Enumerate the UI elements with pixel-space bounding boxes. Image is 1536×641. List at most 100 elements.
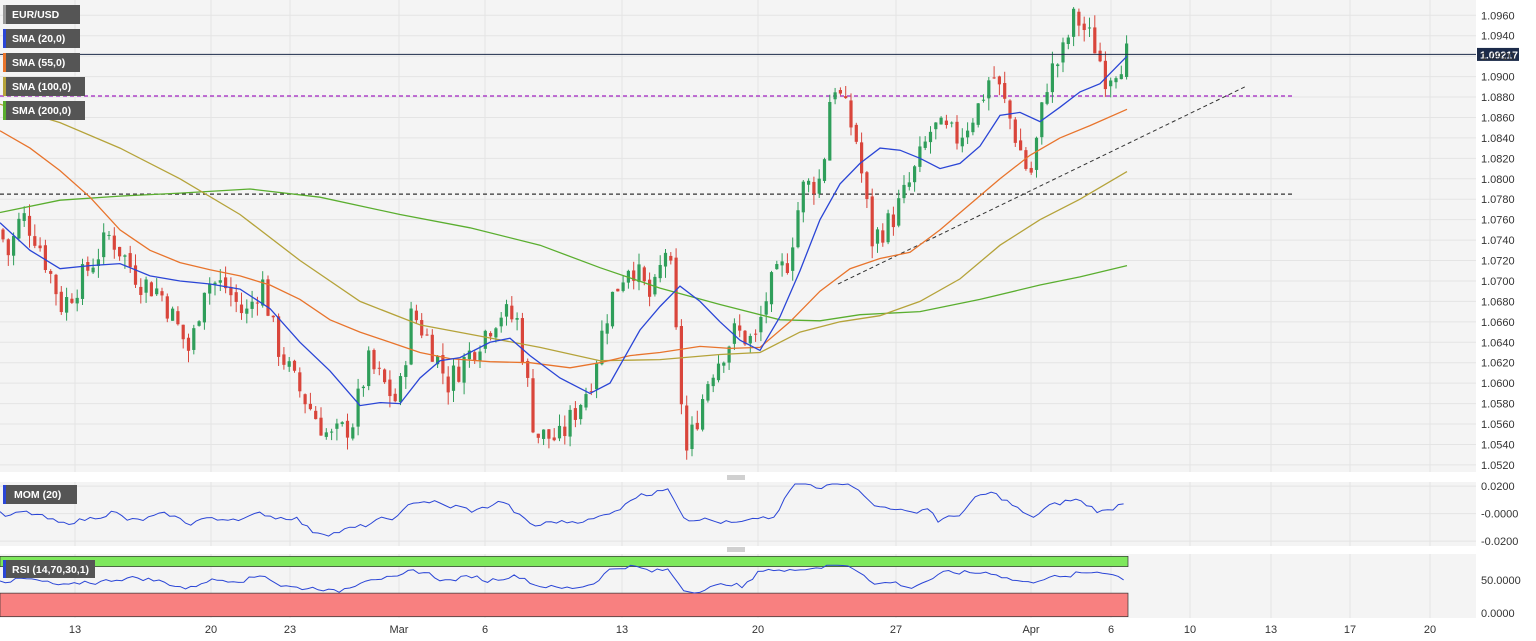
candle-body (865, 172, 869, 200)
legend-item-sma200[interactable]: SMA (200,0) (3, 101, 85, 120)
candle-body (600, 330, 604, 365)
candle-body (1082, 23, 1086, 31)
mom-tick-label: 0.0200 (1481, 481, 1515, 493)
time-tick-label: 17 (1344, 624, 1356, 636)
candle-body (149, 282, 153, 297)
candle-body (595, 363, 599, 390)
candle-body (849, 100, 853, 128)
time-tick-label: Apr (1022, 624, 1039, 636)
candle-body (732, 323, 736, 344)
candle-body (1061, 42, 1065, 63)
sma-20-line (0, 55, 1128, 407)
legend-item-eurusd[interactable]: EUR/USD (3, 5, 80, 24)
resize-handle-rsi[interactable] (727, 547, 745, 552)
rsi-tick-label: 50.0000 (1481, 575, 1521, 587)
price-tick-label: 1.0620 (1481, 358, 1515, 370)
legend-item-mom[interactable]: MOM (20) (3, 485, 77, 504)
candle-body (950, 122, 954, 124)
legend-item-sma20[interactable]: SMA (20,0) (3, 29, 80, 48)
candle-body (176, 311, 180, 325)
candle-body (748, 335, 752, 344)
candle-body (91, 267, 95, 273)
price-tick-label: 1.0680 (1481, 296, 1515, 308)
candle-body (287, 361, 291, 367)
candle-body (960, 137, 964, 147)
legend-label-sma55: SMA (55,0) (12, 57, 65, 69)
candle-body (610, 291, 615, 327)
candle-body (12, 235, 16, 256)
candle-body (828, 101, 832, 161)
legend-item-rsi[interactable]: RSI (14,70,30,1) (3, 560, 95, 578)
legend-box-mom[interactable] (3, 485, 77, 504)
price-tick-label: 1.0900 (1481, 72, 1515, 84)
candle-body (457, 366, 461, 382)
legend-box-sma20[interactable] (3, 29, 80, 48)
candle-body (1103, 60, 1107, 90)
candle-body (181, 324, 185, 340)
candle-body (383, 369, 387, 383)
candle-body (224, 277, 228, 289)
candle-body (388, 379, 392, 397)
candle-body (520, 318, 524, 363)
candle-body (891, 214, 895, 228)
legend-box-sma55[interactable] (3, 53, 80, 72)
price-tick-label: 1.0780 (1481, 194, 1515, 206)
candle-body (992, 77, 996, 79)
panel-resize-handles[interactable] (727, 475, 745, 552)
candle-body (526, 360, 530, 378)
candle-body (510, 305, 514, 320)
resize-handle-mom[interactable] (727, 475, 745, 480)
candle-body (563, 426, 567, 437)
legend-box-rsi[interactable] (3, 560, 95, 578)
candle-body (557, 425, 562, 439)
candle-body (494, 328, 498, 338)
price-tick-label: 1.0600 (1481, 378, 1515, 390)
candle-body (441, 355, 445, 374)
candle-body (759, 316, 763, 333)
legend-box-sma200[interactable] (3, 101, 85, 120)
candle-body (1093, 27, 1097, 54)
candle-body (324, 432, 328, 437)
grid (0, 0, 1476, 618)
price-tick-label: 1.0860 (1481, 112, 1515, 124)
candle-body (70, 298, 74, 303)
legend-box-sma100[interactable] (3, 77, 85, 96)
candle-body (192, 328, 196, 350)
time-tick-label: 13 (1265, 624, 1277, 636)
legend-label-sma200: SMA (200,0) (12, 105, 71, 117)
legend-box-eurusd[interactable] (3, 5, 80, 24)
candle-body (6, 239, 10, 256)
candle-body (881, 230, 885, 243)
candle-body (923, 141, 927, 148)
time-axis: 13 20 23 Mar 6 13 20 27 Apr 6 10 13 17 20 (69, 624, 1436, 636)
candle-body (822, 159, 827, 181)
moving-averages (0, 55, 1128, 407)
candle-body (345, 420, 350, 438)
candle-body (679, 325, 683, 405)
candle-body (1066, 37, 1070, 45)
candle-body (213, 282, 217, 285)
candle-body (171, 308, 175, 321)
candle-body (54, 274, 58, 295)
sma-55-line (0, 108, 1128, 369)
legend-item-sma100[interactable]: SMA (100,0) (3, 77, 85, 96)
candle-body (165, 296, 169, 319)
candle-body (764, 301, 768, 315)
legend-swatch-eurusd (3, 5, 6, 24)
time-tick-label: 13 (616, 624, 628, 636)
candle-body (966, 130, 970, 138)
candle-body (1119, 74, 1123, 80)
price-tick-label: 1.0580 (1481, 399, 1515, 411)
candle-body (934, 122, 938, 130)
legend-item-sma55[interactable]: SMA (55,0) (3, 53, 80, 72)
candle-body (38, 245, 42, 249)
candle-body (579, 404, 583, 420)
candle-body (107, 234, 111, 236)
candle-body (483, 330, 487, 349)
rsi-indicator: 50.0000 0.0000 (0, 555, 1521, 620)
candle-body (1045, 92, 1049, 104)
candle-body (632, 270, 636, 281)
candle-body (1013, 119, 1017, 143)
candle-body (202, 292, 206, 323)
